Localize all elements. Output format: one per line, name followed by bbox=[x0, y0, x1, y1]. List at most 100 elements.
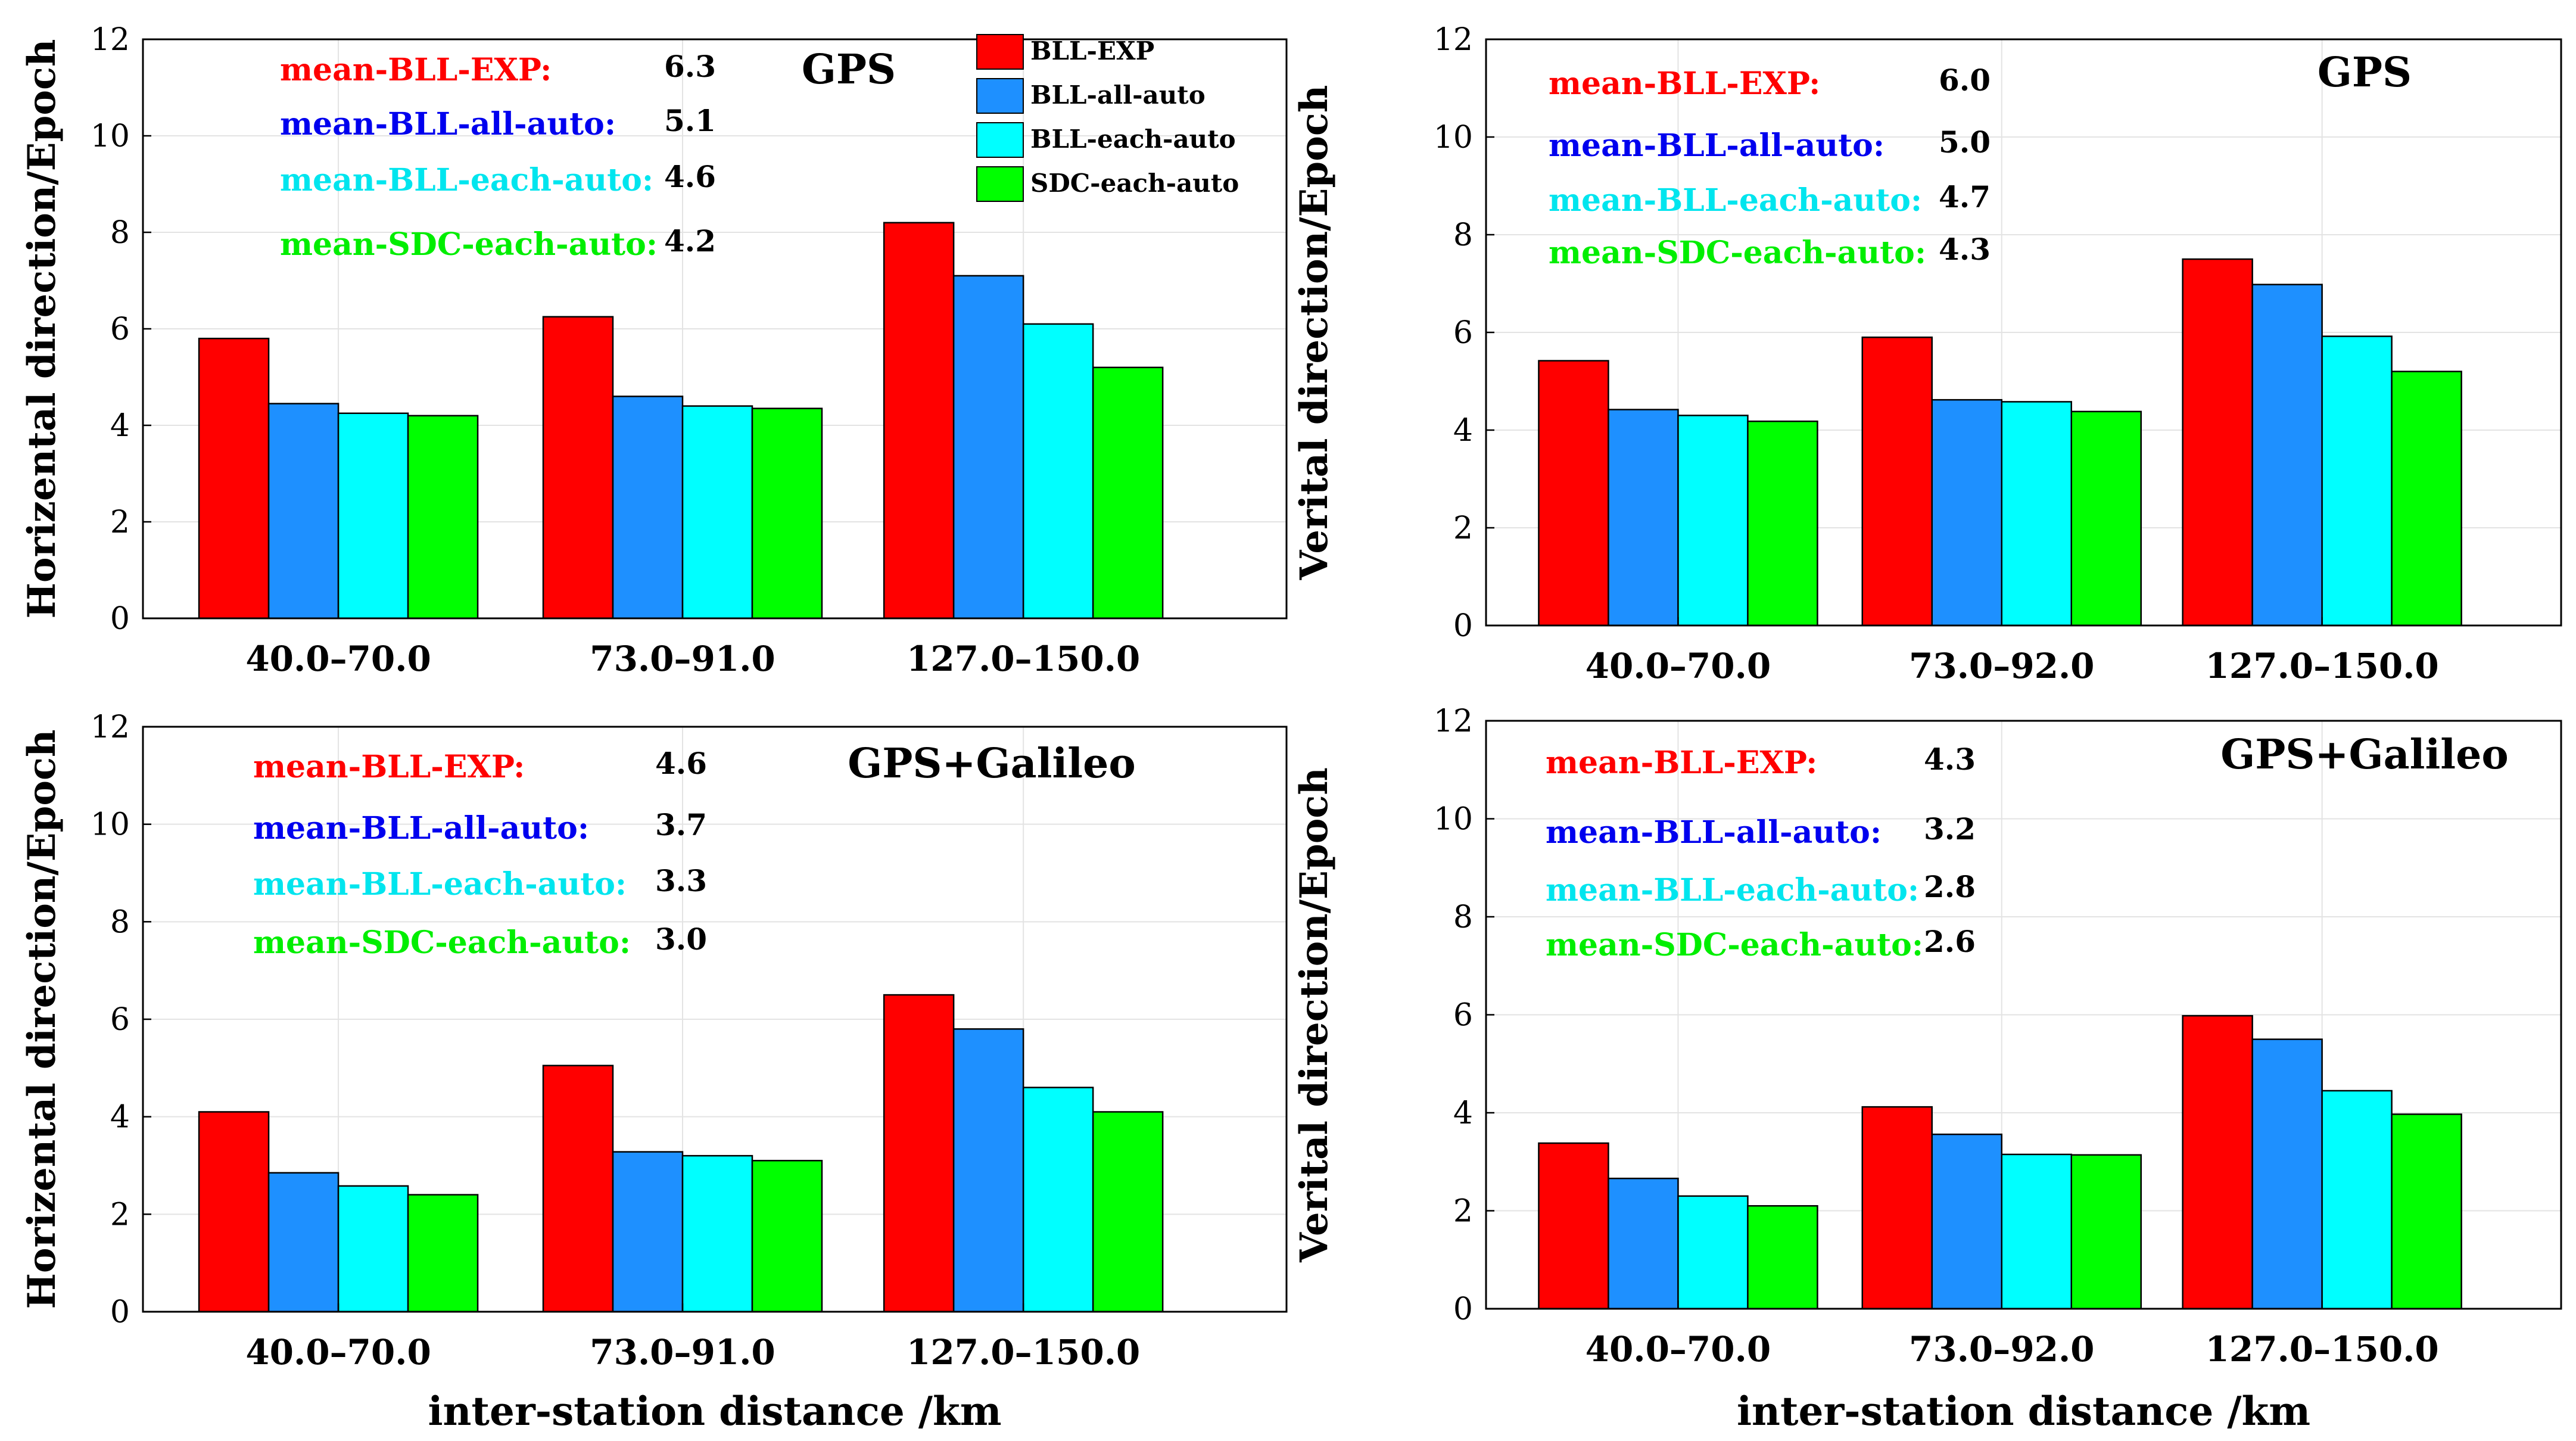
legend-swatch-2 bbox=[976, 78, 1024, 114]
y-tick-label: 0 bbox=[1453, 608, 1473, 644]
y-tick-label: 0 bbox=[1453, 1291, 1473, 1327]
legend-swatch-3 bbox=[976, 122, 1024, 158]
mean-label-3: mean-BLL-each-auto: bbox=[1549, 182, 1922, 219]
mean-label-1: mean-BLL-EXP: bbox=[1549, 66, 1820, 102]
mean-value-4: 3.0 bbox=[655, 922, 707, 957]
bar-sdc-each-auto-1 bbox=[407, 415, 479, 620]
y-tick-label: 8 bbox=[110, 215, 130, 251]
bar-sdc-each-auto-3 bbox=[2391, 371, 2462, 627]
chart-title: GPS+Galileo bbox=[2220, 731, 2509, 779]
mean-value-2: 3.7 bbox=[655, 807, 707, 842]
bar-bll-exp-2 bbox=[1861, 1106, 1933, 1310]
bar-sdc-each-auto-1 bbox=[1747, 1205, 1818, 1310]
bar-bll-each-auto-3 bbox=[2321, 1090, 2393, 1310]
chart-title: GPS+Galileo bbox=[848, 740, 1136, 788]
bar-bll-each-auto-2 bbox=[681, 1154, 753, 1313]
mean-label-4: mean-SDC-each-auto: bbox=[280, 226, 658, 263]
x-axis-label: inter-station distance /km bbox=[428, 1388, 1001, 1434]
bar-bll-exp-1 bbox=[1538, 1142, 1609, 1310]
mean-label-3: mean-BLL-each-auto: bbox=[280, 162, 653, 198]
mean-value-2: 5.0 bbox=[1939, 125, 1991, 160]
bar-bll-exp-2 bbox=[542, 1065, 614, 1313]
x-tick-label: 40.0–70.0 bbox=[1586, 646, 1771, 686]
bar-sdc-each-auto-3 bbox=[1092, 1111, 1164, 1313]
bar-bll-each-auto-3 bbox=[2321, 335, 2393, 627]
legend-swatch-4 bbox=[976, 166, 1024, 202]
y-tick-label: 10 bbox=[1434, 120, 1473, 155]
legend-label-3: BLL-each-auto bbox=[1030, 125, 1236, 154]
y-tick-label: 12 bbox=[91, 709, 130, 745]
x-tick-label: 73.0–92.0 bbox=[1909, 1329, 2095, 1370]
y-tick-label: 8 bbox=[1453, 900, 1473, 935]
bar-sdc-each-auto-2 bbox=[751, 407, 823, 620]
bar-bll-all-auto-3 bbox=[2251, 284, 2323, 627]
y-tick-label: 12 bbox=[1434, 704, 1473, 739]
mean-label-1: mean-BLL-EXP: bbox=[1546, 745, 1817, 781]
bar-bll-exp-3 bbox=[2182, 258, 2253, 627]
mean-label-2: mean-BLL-all-auto: bbox=[280, 106, 616, 142]
bar-bll-all-auto-2 bbox=[1931, 399, 2002, 627]
mean-value-3: 2.8 bbox=[1924, 869, 1976, 904]
mean-label-1: mean-BLL-EXP: bbox=[253, 749, 525, 785]
bar-bll-exp-3 bbox=[883, 994, 955, 1313]
legend: BLL-EXP BLL-all-auto BLL-each-auto SDC-each… bbox=[976, 34, 1239, 202]
mean-label-3: mean-BLL-each-auto: bbox=[1546, 872, 1919, 908]
bar-bll-all-auto-1 bbox=[267, 1172, 339, 1313]
chart-title: GPS bbox=[802, 46, 896, 94]
x-tick-label: 127.0–150.0 bbox=[907, 1332, 1140, 1372]
bar-bll-all-auto-1 bbox=[1608, 409, 1679, 627]
x-axis-label: inter-station distance /km bbox=[1737, 1388, 2310, 1434]
bar-bll-all-auto-1 bbox=[1608, 1177, 1679, 1310]
bar-bll-exp-1 bbox=[1538, 360, 1609, 627]
y-tick-label: 8 bbox=[110, 904, 130, 940]
y-tick-label: 2 bbox=[1453, 511, 1473, 546]
y-tick-label: 6 bbox=[110, 312, 130, 347]
legend-label-1: BLL-EXP bbox=[1030, 36, 1154, 66]
bar-sdc-each-auto-3 bbox=[1092, 366, 1164, 620]
bar-bll-exp-2 bbox=[542, 316, 614, 620]
bar-bll-each-auto-1 bbox=[337, 1185, 409, 1313]
y-tick-label: 6 bbox=[110, 1002, 130, 1038]
y-tick-label: 6 bbox=[1453, 998, 1473, 1034]
mean-label-4: mean-SDC-each-auto: bbox=[253, 925, 631, 961]
x-tick-label: 40.0–70.0 bbox=[245, 1332, 431, 1372]
y-tick-label: 4 bbox=[110, 408, 130, 444]
y-tick-label: 10 bbox=[91, 807, 130, 843]
y-tick-label: 10 bbox=[91, 119, 130, 154]
bar-bll-exp-1 bbox=[198, 337, 270, 620]
mean-value-1: 4.3 bbox=[1924, 742, 1976, 777]
y-tick-label: 4 bbox=[110, 1100, 130, 1135]
y-axis-label: Verital direction/Epoch bbox=[1292, 767, 1337, 1263]
bar-bll-each-auto-1 bbox=[337, 412, 409, 620]
x-tick-label: 127.0–150.0 bbox=[907, 639, 1140, 679]
mean-value-4: 4.3 bbox=[1939, 232, 1991, 267]
chart-panel-2: 0 2 4 6 8 10 12 40.0–70.0 73.0–92.0 127.0–150.0 Ve… bbox=[1292, 22, 2562, 686]
y-tick-label: 4 bbox=[1453, 413, 1473, 449]
x-tick-label: 40.0–70.0 bbox=[245, 639, 431, 679]
mean-value-2: 5.1 bbox=[664, 103, 716, 138]
mean-label-4: mean-SDC-each-auto: bbox=[1549, 235, 1926, 271]
bar-bll-exp-3 bbox=[883, 222, 955, 620]
mean-label-2: mean-BLL-all-auto: bbox=[1546, 814, 1882, 851]
mean-value-3: 4.6 bbox=[664, 159, 716, 194]
bar-bll-each-auto-3 bbox=[1022, 323, 1094, 620]
chart-title: GPS bbox=[2318, 49, 2412, 97]
bar-bll-exp-3 bbox=[2182, 1014, 2253, 1310]
y-tick-label: 6 bbox=[1453, 315, 1473, 351]
mean-label-2: mean-BLL-all-auto: bbox=[1549, 127, 1885, 164]
y-axis-label: Horizental direction/Epoch bbox=[20, 729, 64, 1309]
bar-sdc-each-auto-2 bbox=[2070, 410, 2142, 627]
y-tick-label: 10 bbox=[1434, 802, 1473, 838]
bar-bll-all-auto-1 bbox=[267, 403, 339, 620]
mean-value-1: 6.0 bbox=[1939, 63, 1991, 98]
y-tick-label: 8 bbox=[1453, 217, 1473, 253]
bar-bll-each-auto-3 bbox=[1022, 1087, 1094, 1313]
bar-sdc-each-auto-1 bbox=[1747, 420, 1818, 627]
y-axis-label: Verital direction/Epoch bbox=[1292, 85, 1337, 581]
y-tick-label: 0 bbox=[110, 1294, 130, 1330]
bar-bll-each-auto-1 bbox=[1677, 1195, 1749, 1310]
chart-panel-3: 0 2 4 6 8 10 12 40.0–70.0 73.0–91.0 127.0–150.0 Ho… bbox=[20, 709, 1288, 1434]
mean-value-3: 3.3 bbox=[655, 863, 707, 898]
mean-value-1: 4.6 bbox=[655, 746, 707, 781]
